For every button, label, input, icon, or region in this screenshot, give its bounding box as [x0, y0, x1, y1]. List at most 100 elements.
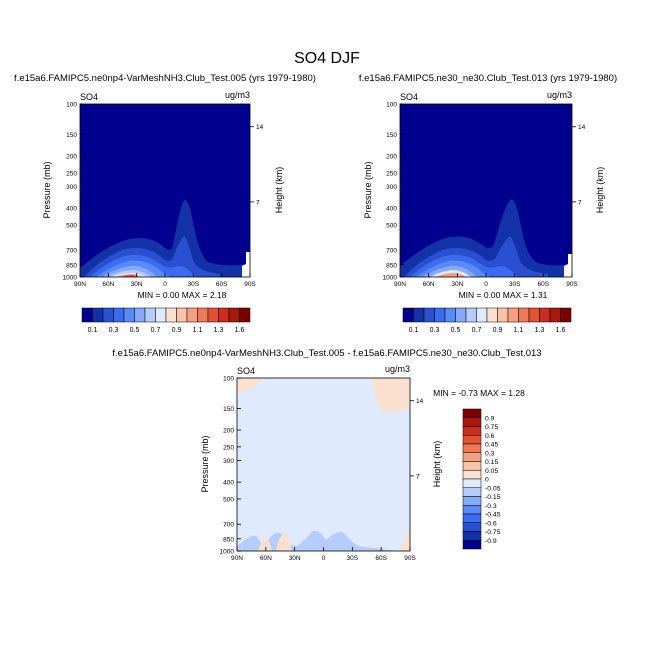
ytick-label: 700: [66, 248, 77, 255]
xtick-label: 30S: [347, 555, 359, 562]
panel-diff-y2label: Height (km): [432, 441, 442, 488]
ytick-label: 400: [66, 206, 77, 213]
colorbar-label: 0.5: [130, 327, 140, 334]
ytick-label: 250: [223, 444, 234, 451]
panel-left-y2label: Height (km): [274, 167, 284, 214]
colorbar-swatch: [462, 487, 482, 497]
colorbar-swatch: [476, 307, 488, 323]
panel-right-units-label: ug/m3: [547, 90, 572, 100]
colorbar-swatch: [92, 307, 104, 323]
ytick-label: 500: [386, 222, 397, 229]
colorbar-label: 0: [485, 477, 489, 484]
colorbar-swatch: [455, 307, 467, 323]
colorbar-label: 1.1: [193, 327, 203, 334]
panel-right: f.e15a6.FAMIPC5.ne30_ne30.Club_Test.013 …: [359, 73, 617, 300]
colorbar-label: 0.7: [151, 327, 161, 334]
colorbar-label: 0.3: [430, 327, 440, 334]
colorbar-swatch: [218, 307, 230, 323]
ytick-label: 850: [386, 262, 397, 269]
colorbar-swatch: [462, 435, 482, 445]
colorbar-label: 1.6: [556, 327, 566, 334]
colorbar-swatch: [560, 307, 572, 323]
colorbar-diff: 0.9 0.75 0.6 0.450.3 0.15 0.05 0-0.05 -0.15 -0.3…: [462, 408, 501, 550]
colorbar-swatch: [518, 307, 530, 323]
colorbar-label: -0.6: [485, 520, 497, 527]
colorbar-label: 0.9: [485, 415, 495, 422]
colorbar-label: 0.5: [451, 327, 461, 334]
colorbar-label: 0.6: [485, 433, 495, 440]
y2tick-label: 14: [416, 398, 424, 405]
colorbar-swatch: [186, 307, 198, 323]
panel-right-missing-data-mask: [564, 254, 572, 277]
colorbar-swatch: [144, 307, 156, 323]
contour-2.0: [120, 275, 138, 277]
colorbar-label: 0.1: [88, 327, 98, 334]
xtick-label: 90N: [394, 281, 406, 288]
diff-positive-bottomright: [398, 528, 410, 551]
panel-diff-minmax: MIN = -0.73 MAX = 1.28: [433, 388, 525, 398]
ytick-label: 100: [66, 102, 77, 109]
xtick-label: 90N: [231, 555, 243, 562]
ytick-label: 200: [66, 154, 77, 161]
diff-positive-topright: [372, 378, 410, 413]
colorbar-label: -0.45: [485, 512, 501, 519]
colorbar-swatch: [528, 307, 540, 323]
panel-left-ylabel: Pressure (mb): [42, 161, 52, 218]
colorbar-swatch: [155, 307, 167, 323]
ytick-label: 250: [386, 170, 397, 177]
colorbar-swatch: [113, 307, 125, 323]
colorbar-label: 1.3: [214, 327, 224, 334]
colorbar-swatch: [462, 408, 482, 418]
colorbar-label: 0.1: [409, 327, 419, 334]
xtick-label: 60S: [538, 281, 550, 288]
ytick-label: 200: [223, 428, 234, 435]
xtick-label: 0: [163, 281, 167, 288]
ytick-label: 300: [386, 184, 397, 191]
colorbar-swatch: [462, 540, 482, 550]
colorbar-swatch: [462, 470, 482, 480]
colorbar-swatch: [228, 307, 240, 323]
colorbar-swatch: [497, 307, 509, 323]
colorbar-swatch: [462, 417, 482, 427]
ytick-label: 100: [386, 102, 397, 109]
xtick-label: 60N: [423, 281, 435, 288]
panel-left-units-label: ug/m3: [225, 90, 250, 100]
panel-left-minmax: MIN = 0.00 MAX = 2.18: [138, 290, 227, 300]
colorbar-swatch: [197, 307, 209, 323]
colorbar-label: 1.6: [235, 327, 245, 334]
colorbar-label: 0.9: [493, 327, 503, 334]
ytick-label: 850: [223, 536, 234, 543]
colorbar-swatch: [462, 478, 482, 488]
colorbar-label: 0.3: [485, 450, 495, 457]
colorbar-label: 1.3: [535, 327, 545, 334]
panel-diff-variable-label: SO4: [237, 366, 255, 376]
colorbar-swatch: [462, 513, 482, 523]
ytick-label: 400: [223, 480, 234, 487]
ytick-label: 100: [223, 376, 234, 383]
colorbar-label: 0.45: [485, 442, 498, 449]
xtick-label: 90S: [404, 555, 416, 562]
colorbar-swatch: [462, 496, 482, 506]
panel-left: f.e15a6.FAMIPC5.ne0np4-VarMeshNH3.Club_T…: [14, 73, 316, 300]
colorbar-label: 0.75: [485, 424, 498, 431]
panel-diff-units-label: ug/m3: [385, 364, 410, 374]
colorbar-swatch: [462, 461, 482, 471]
panel-diff: f.e15a6.FAMIPC5.ne0np4-VarMeshNH3.Club_T…: [112, 348, 541, 562]
xtick-label: 30S: [188, 281, 200, 288]
colorbar-swatch: [539, 307, 551, 323]
panel-diff-ticks: 100 150 200 250 300 400 500 700 850 1000 14 7 90N 60N…: [220, 376, 424, 563]
panel-right-ylabel: Pressure (mb): [363, 161, 373, 218]
panel-right-variable-label: SO4: [400, 92, 418, 102]
xtick-label: 30N: [451, 281, 463, 288]
ytick-label: 300: [223, 458, 234, 465]
xtick-label: 0: [484, 281, 488, 288]
ytick-label: 150: [223, 406, 234, 413]
panel-right-title: f.e15a6.FAMIPC5.ne30_ne30.Club_Test.013 …: [359, 73, 617, 84]
ytick-label: 400: [386, 206, 397, 213]
colorbar-right: 0.1 0.3 0.5 0.7 0.9 1.1 1.3 1.6: [402, 307, 572, 334]
colorbar-swatch: [413, 307, 425, 323]
panel-right-minmax: MIN = 0.00 MAX = 1.31: [459, 290, 548, 300]
colorbar-swatch: [444, 307, 456, 323]
colorbar-label: -0.9: [485, 538, 497, 545]
